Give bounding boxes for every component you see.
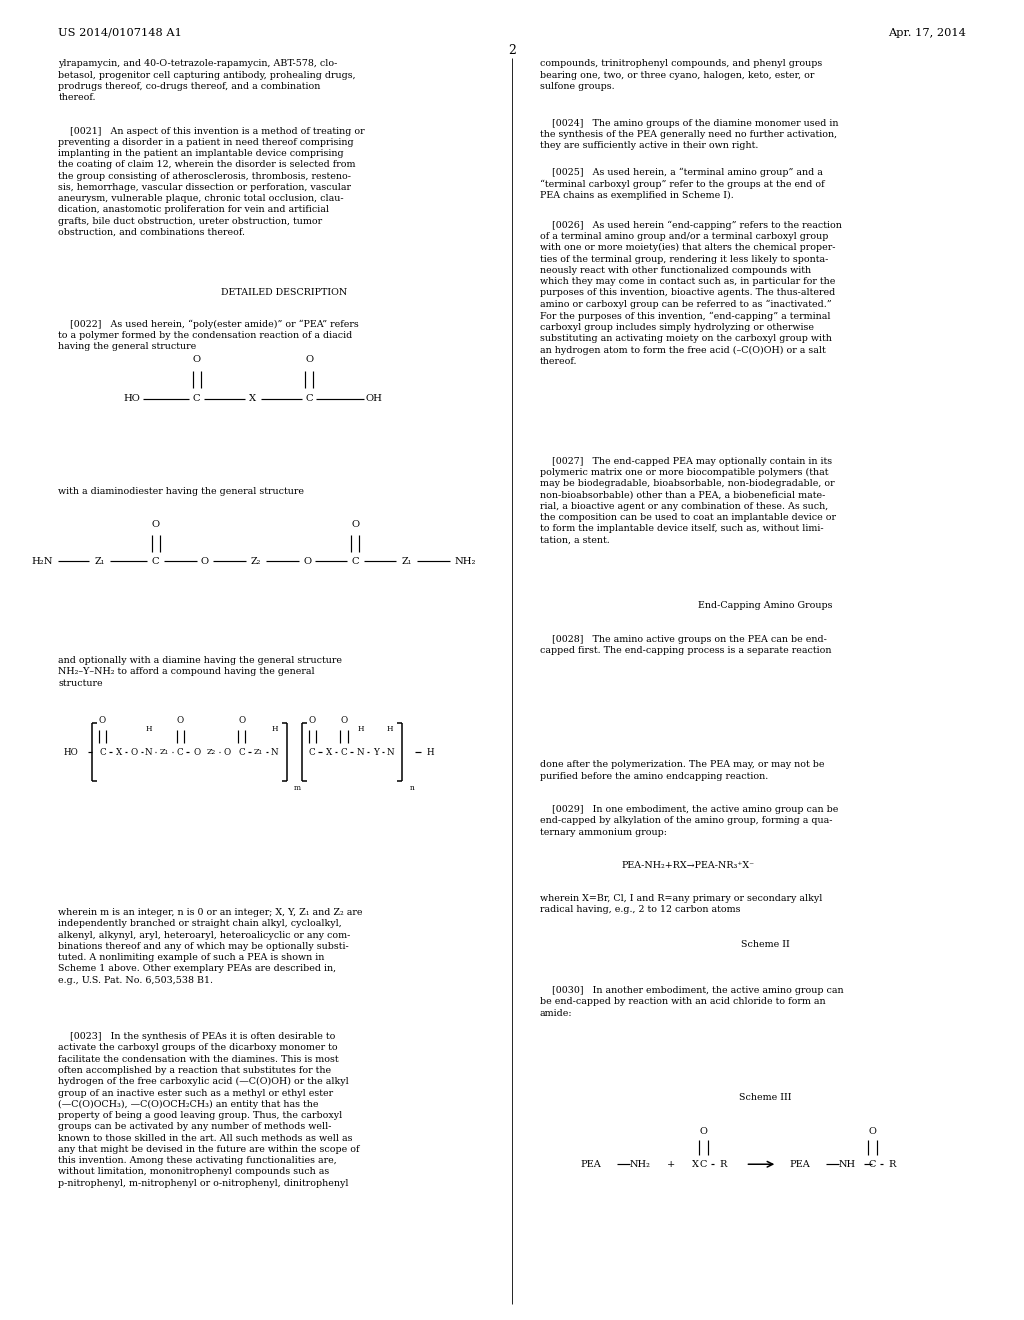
Text: O: O — [193, 355, 201, 363]
Text: O: O — [99, 717, 105, 725]
Text: [0022]   As used herein, “poly(ester amide)” or “PEA” refers
to a polymer formed: [0022] As used herein, “poly(ester amide… — [58, 319, 359, 351]
Text: H: H — [271, 725, 278, 733]
Text: O: O — [699, 1127, 708, 1135]
Text: H: H — [427, 748, 434, 756]
Text: and optionally with a diamine having the general structure
NH₂–Y–NH₂ to afford a: and optionally with a diamine having the… — [58, 656, 342, 688]
Text: PEA-NH₂+RX→PEA-NR₃⁺X⁻: PEA-NH₂+RX→PEA-NR₃⁺X⁻ — [622, 861, 755, 870]
Text: Z₁: Z₁ — [401, 557, 412, 565]
Text: O: O — [201, 557, 209, 565]
Text: NH: NH — [839, 1160, 856, 1168]
Text: [0028]   The amino active groups on the PEA can be end-
capped first. The end-ca: [0028] The amino active groups on the PE… — [540, 635, 831, 655]
Text: N: N — [270, 748, 279, 756]
Text: H: H — [145, 725, 152, 733]
Text: C: C — [99, 748, 105, 756]
Text: X: X — [250, 395, 256, 403]
Text: HO: HO — [124, 395, 140, 403]
Text: done after the polymerization. The PEA may, or may not be
purified before the am: done after the polymerization. The PEA m… — [540, 760, 824, 780]
Text: Z₂: Z₂ — [207, 748, 215, 756]
Text: [0021]   An aspect of this invention is a method of treating or
preventing a dis: [0021] An aspect of this invention is a … — [58, 127, 365, 236]
Text: N: N — [356, 748, 365, 756]
Text: H₂N: H₂N — [32, 557, 53, 565]
Text: Z₁: Z₁ — [254, 748, 262, 756]
Text: Scheme II: Scheme II — [740, 940, 790, 949]
Text: Scheme III: Scheme III — [738, 1093, 792, 1102]
Text: wherein X=Br, Cl, I and R=any primary or secondary alkyl
radical having, e.g., 2: wherein X=Br, Cl, I and R=any primary or… — [540, 894, 822, 913]
Text: O: O — [309, 717, 315, 725]
Text: [0030]   In another embodiment, the active amino group can
be end-capped by reac: [0030] In another embodiment, the active… — [540, 986, 844, 1018]
Text: [0023]   In the synthesis of PEAs it is often desirable to
activate the carboxyl: [0023] In the synthesis of PEAs it is of… — [58, 1032, 359, 1188]
Text: [0025]   As used herein, a “terminal amino group” and a
“terminal carboxyl group: [0025] As used herein, a “terminal amino… — [540, 168, 824, 201]
Text: PEA: PEA — [581, 1160, 601, 1168]
Text: C: C — [341, 748, 347, 756]
Text: OH: OH — [366, 395, 382, 403]
Text: X: X — [326, 748, 332, 756]
Text: C: C — [177, 748, 183, 756]
Text: R: R — [720, 1160, 727, 1168]
Text: 2: 2 — [508, 44, 516, 57]
Text: C: C — [152, 557, 160, 565]
Text: C: C — [868, 1160, 877, 1168]
Text: O: O — [131, 748, 137, 756]
Text: Apr. 17, 2014: Apr. 17, 2014 — [888, 28, 966, 38]
Text: C: C — [193, 395, 201, 403]
Text: Z₁: Z₁ — [94, 557, 104, 565]
Text: X: X — [692, 1160, 699, 1168]
Text: C: C — [309, 748, 315, 756]
Text: O: O — [868, 1127, 877, 1135]
Text: X: X — [116, 748, 122, 756]
Text: wherein m is an integer, n is 0 or an integer; X, Y, Z₁ and Z₂ are
independently: wherein m is an integer, n is 0 or an in… — [58, 908, 362, 985]
Text: NH₂: NH₂ — [630, 1160, 650, 1168]
Text: Z₁: Z₁ — [160, 748, 168, 756]
Text: HO: HO — [63, 748, 78, 756]
Text: H: H — [357, 725, 364, 733]
Text: Y: Y — [373, 748, 379, 756]
Text: O: O — [177, 717, 183, 725]
Text: DETAILED DESCRIPTION: DETAILED DESCRIPTION — [220, 288, 347, 297]
Text: [0029]   In one embodiment, the active amino group can be
end-capped by alkylati: [0029] In one embodiment, the active ami… — [540, 805, 838, 837]
Text: H: H — [387, 725, 393, 733]
Text: n: n — [410, 784, 415, 792]
Text: C: C — [699, 1160, 708, 1168]
Text: N: N — [144, 748, 153, 756]
Text: End-Capping Amino Groups: End-Capping Amino Groups — [697, 601, 833, 610]
Text: O: O — [239, 717, 245, 725]
Text: [0027]   The end-capped PEA may optionally contain in its
polymeric matrix one o: [0027] The end-capped PEA may optionally… — [540, 457, 836, 545]
Text: PEA: PEA — [790, 1160, 810, 1168]
Text: ylrapamycin, and 40-O-tetrazole-rapamycin, ABT-578, clo-
betasol, progenitor cel: ylrapamycin, and 40-O-tetrazole-rapamyci… — [58, 59, 356, 102]
Text: [0026]   As used herein “end-capping” refers to the reaction
of a terminal amino: [0026] As used herein “end-capping” refe… — [540, 220, 842, 366]
Text: m: m — [294, 784, 301, 792]
Text: R: R — [889, 1160, 896, 1168]
Text: C: C — [351, 557, 359, 565]
Text: NH₂: NH₂ — [455, 557, 476, 565]
Text: [0024]   The amino groups of the diamine monomer used in
the synthesis of the PE: [0024] The amino groups of the diamine m… — [540, 119, 839, 150]
Text: O: O — [303, 557, 311, 565]
Text: C: C — [305, 395, 313, 403]
Text: O: O — [194, 748, 200, 756]
Text: N: N — [386, 748, 394, 756]
Text: compounds, trinitrophenyl compounds, and phenyl groups
bearing one, two, or thre: compounds, trinitrophenyl compounds, and… — [540, 59, 822, 91]
Text: O: O — [351, 520, 359, 528]
Text: O: O — [341, 717, 347, 725]
Text: US 2014/0107148 A1: US 2014/0107148 A1 — [58, 28, 182, 38]
Text: O: O — [305, 355, 313, 363]
Text: C: C — [239, 748, 245, 756]
Text: with a diaminodiester having the general structure: with a diaminodiester having the general… — [58, 487, 304, 496]
Text: +: + — [667, 1160, 675, 1168]
Text: O: O — [224, 748, 230, 756]
Text: O: O — [152, 520, 160, 528]
Text: Z₂: Z₂ — [251, 557, 261, 565]
